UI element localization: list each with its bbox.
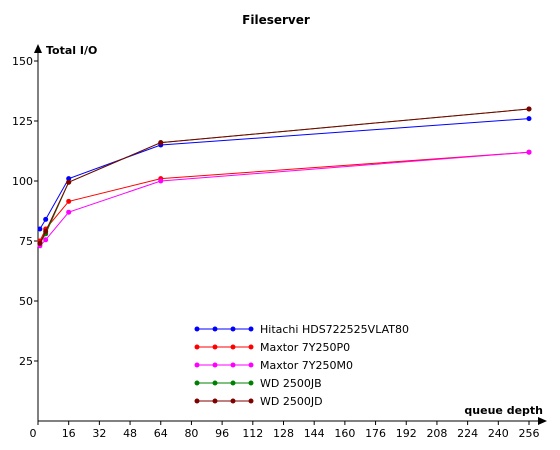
data-point xyxy=(526,149,532,155)
series-line xyxy=(39,108,530,244)
series-line xyxy=(39,118,530,230)
chart-title: Fileserver xyxy=(242,13,310,27)
x-tick-label: 144 xyxy=(304,427,325,440)
legend-item: WD 2500JD xyxy=(194,395,323,408)
x-tick-label: 48 xyxy=(123,427,137,440)
legend-swatch-marker xyxy=(194,362,200,368)
x-tick-label: 256 xyxy=(519,427,540,440)
legend-swatch-marker xyxy=(230,398,236,404)
legend-label: Hitachi HDS722525VLAT80 xyxy=(260,323,409,336)
x-tick-label: 96 xyxy=(215,427,229,440)
x-tick-label: 128 xyxy=(273,427,294,440)
x-tick-label: 64 xyxy=(154,427,168,440)
legend-label: Maxtor 7Y250P0 xyxy=(260,341,350,354)
series-group xyxy=(37,106,532,249)
x-tick-label: 192 xyxy=(396,427,417,440)
series-4 xyxy=(37,106,532,246)
legend-label: WD 2500JD xyxy=(260,395,323,408)
legend-swatch-marker xyxy=(194,380,200,386)
data-point xyxy=(43,228,49,234)
x-tick-label: 0 xyxy=(30,427,37,440)
data-point xyxy=(37,240,43,246)
y-axis-label: Total I/O xyxy=(46,44,97,57)
data-point xyxy=(43,237,49,243)
legend-swatch-marker xyxy=(248,344,254,350)
x-tick-label: 80 xyxy=(184,427,198,440)
legend-swatch-marker xyxy=(212,326,218,332)
y-tick-label: 100 xyxy=(12,175,33,188)
data-point xyxy=(43,216,49,222)
x-tick-label: 176 xyxy=(365,427,386,440)
legend-swatch-marker xyxy=(248,380,254,386)
legend-swatch-marker xyxy=(194,344,200,350)
legend-swatch-marker xyxy=(230,380,236,386)
x-tick-label: 208 xyxy=(426,427,447,440)
series-5 xyxy=(37,106,532,246)
legend-item: WD 2500JB xyxy=(194,377,322,390)
y-tick-label: 50 xyxy=(19,295,33,308)
x-tick-label: 112 xyxy=(242,427,263,440)
data-point xyxy=(37,226,43,232)
legend-swatch-marker xyxy=(248,362,254,368)
data-point xyxy=(66,176,72,182)
data-point xyxy=(526,106,532,112)
data-point xyxy=(66,209,72,215)
x-tick-group: 0 16 32 48 64 80 96 112 128 144 160 176 192 208 224 240… xyxy=(30,421,540,440)
data-point xyxy=(66,179,72,185)
legend-swatch-marker xyxy=(194,326,200,332)
data-point xyxy=(158,140,164,146)
series-line xyxy=(39,108,530,244)
legend-swatch-marker xyxy=(248,398,254,404)
y-tick-group: 25 50 75 100 125 150 xyxy=(12,55,38,368)
legend-swatch-marker xyxy=(212,344,218,350)
legend-swatch-marker xyxy=(230,326,236,332)
data-point xyxy=(158,178,164,184)
data-point xyxy=(526,116,532,122)
series-line xyxy=(39,151,530,247)
x-axis-arrow xyxy=(538,417,547,425)
legend-swatch-marker xyxy=(194,398,200,404)
x-axis-label: queue depth xyxy=(464,404,543,417)
series-1 xyxy=(37,116,532,232)
legend: Hitachi HDS722525VLAT80 Maxtor 7Y250P0 Max… xyxy=(194,323,409,408)
y-tick-label: 125 xyxy=(12,115,33,128)
data-point xyxy=(66,198,72,204)
series-3 xyxy=(37,149,532,249)
legend-swatch-marker xyxy=(212,398,218,404)
legend-item: Hitachi HDS722525VLAT80 xyxy=(194,323,409,336)
legend-swatch-marker xyxy=(248,326,254,332)
x-tick-label: 16 xyxy=(62,427,76,440)
legend-label: Maxtor 7Y250M0 xyxy=(260,359,353,372)
x-tick-label: 160 xyxy=(334,427,355,440)
legend-item: Maxtor 7Y250M0 xyxy=(194,359,353,372)
legend-label: WD 2500JB xyxy=(260,377,322,390)
y-tick-label: 150 xyxy=(12,55,33,68)
legend-swatch-marker xyxy=(230,344,236,350)
legend-swatch-marker xyxy=(230,362,236,368)
legend-swatch-marker xyxy=(212,362,218,368)
x-tick-label: 240 xyxy=(488,427,509,440)
legend-swatch-marker xyxy=(212,380,218,386)
x-tick-label: 224 xyxy=(457,427,478,440)
y-axis-arrow xyxy=(34,44,42,53)
legend-item: Maxtor 7Y250P0 xyxy=(194,341,350,354)
y-tick-label: 25 xyxy=(19,355,33,368)
y-tick-label: 75 xyxy=(19,235,33,248)
x-tick-label: 32 xyxy=(92,427,106,440)
plot-area: Total I/O queue depth 25 50 75 100 125 150 0 1… xyxy=(12,44,547,440)
